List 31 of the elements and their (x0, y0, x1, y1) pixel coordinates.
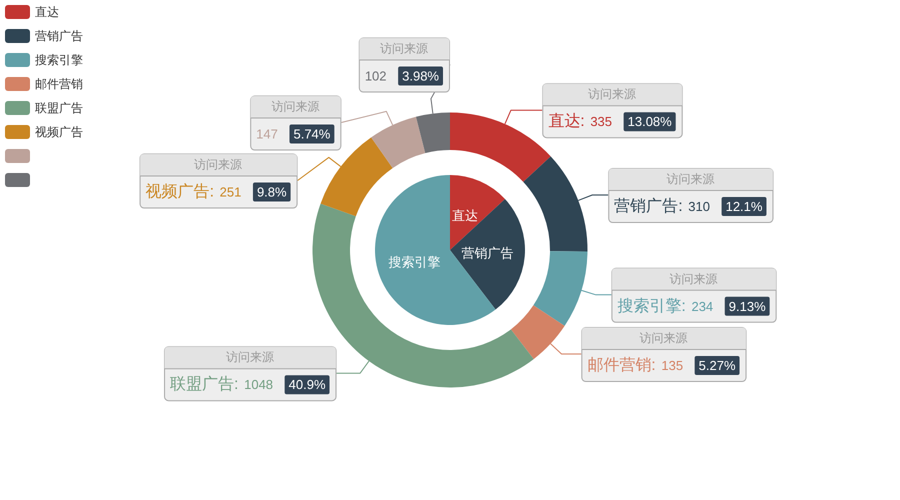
legend-item: 搜索引擎 (5, 53, 83, 67)
legend-item: 直达 (5, 5, 59, 19)
annotation: 直达: 335 13.08% (548, 113, 672, 130)
legend-item: 邮件营销 (5, 77, 83, 91)
legend-label: 搜索引擎 (35, 53, 83, 67)
series-name: 访问来源 (639, 331, 688, 345)
category-label: 直达 (452, 208, 478, 224)
series-name: 访问来源 (670, 272, 718, 286)
legend-label: 直达 (35, 5, 59, 19)
annotation: 视频广告: 251 9.8% (146, 184, 287, 200)
legend-item: 营销广告 (5, 29, 83, 43)
series-name: 访问来源 (226, 350, 274, 364)
series-name: 访问来源 (271, 100, 320, 114)
annotation: 102 3.98% (364, 68, 439, 84)
legend-label: 邮件营销 (35, 77, 83, 91)
series-name: 访问来源 (380, 42, 428, 56)
legend-label: 联盟广告 (35, 101, 83, 115)
legend-item: 联盟广告 (5, 101, 83, 115)
series-name: 访问来源 (194, 158, 242, 172)
annotation: 邮件营销: 135 5.27% (587, 357, 736, 374)
legend-item: 视频广告 (5, 125, 83, 139)
annotation: 联盟广告: 1048 40.9% (170, 376, 326, 394)
legend-label: 营销广告 (35, 29, 83, 43)
legend-label: 视频广告 (35, 125, 83, 139)
annotation: 147 5.74% (256, 126, 330, 142)
annotation: 搜索引擎: 234 9.13% (617, 298, 766, 315)
category-label: 营销广告 (461, 246, 514, 261)
series-name: 访问来源 (588, 87, 636, 102)
category-label: 搜索引擎 (388, 254, 440, 270)
series-name: 访问来源 (666, 172, 714, 186)
annotation: 营销广告: 310 12.1% (614, 198, 762, 216)
